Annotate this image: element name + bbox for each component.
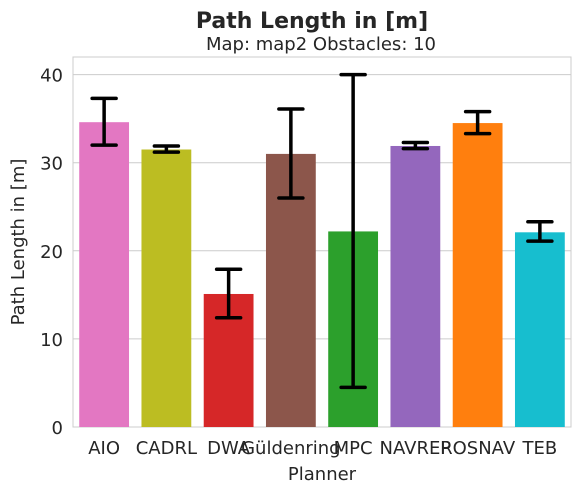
x-tick-label: CADRL	[136, 438, 197, 459]
chart-title: Path Length in [m]	[196, 9, 428, 34]
y-tick-label: 20	[40, 242, 63, 263]
x-tick-label: ROSNAV	[440, 438, 516, 459]
y-axis-label: Path Length in [m]	[8, 159, 29, 326]
bar	[79, 122, 130, 427]
x-tick-label: MPC	[334, 438, 373, 459]
plot-frame	[72, 56, 572, 428]
error-bars-group	[90, 72, 554, 390]
x-tick-label: TEB	[522, 438, 558, 459]
x-axis-label: Planner	[288, 464, 357, 485]
x-tick-label: DWA	[207, 438, 251, 459]
y-tick-label: 0	[52, 418, 63, 439]
y-tick-label: 10	[40, 330, 63, 351]
x-tick-label: Güldenring	[241, 438, 341, 459]
x-tick-label: AIO	[88, 438, 120, 459]
chart-subtitle: Map: map2 Obstacles: 10	[206, 34, 436, 55]
x-tick-label: NAVREP	[380, 438, 452, 459]
y-tick-label: 30	[40, 154, 63, 175]
y-tick-labels: 0 10 20 30 40	[40, 66, 63, 439]
bar	[514, 232, 565, 427]
bar	[452, 123, 503, 428]
bar	[390, 145, 441, 427]
y-tick-label: 40	[40, 66, 63, 87]
bars-group	[79, 122, 565, 428]
bar	[141, 149, 192, 427]
